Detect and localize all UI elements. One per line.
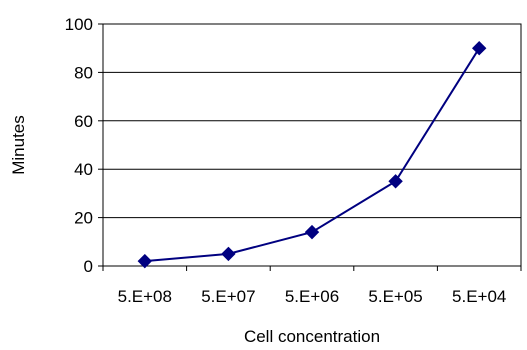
y-tick-label-20: 20 xyxy=(74,209,93,228)
x-tick-label-2: 5.E+06 xyxy=(285,287,339,306)
y-tick-label-60: 60 xyxy=(74,112,93,131)
x-tick-label-0: 5.E+08 xyxy=(118,287,172,306)
y-tick-label-80: 80 xyxy=(74,63,93,82)
x-tick-label-3: 5.E+05 xyxy=(368,287,422,306)
x-tick-label-4: 5.E+04 xyxy=(452,287,506,306)
plot-area-frame xyxy=(102,23,522,267)
data-point-2 xyxy=(304,224,320,240)
y-tick-label-0: 0 xyxy=(84,257,93,276)
x-axis-tick-labels: 5.E+08 5.E+07 5.E+06 5.E+05 5.E+04 xyxy=(118,287,507,306)
series-markers xyxy=(137,40,487,269)
data-point-3 xyxy=(388,174,403,189)
y-axis-title: Minutes xyxy=(9,115,28,175)
x-axis-ticks xyxy=(102,266,522,271)
data-point-4 xyxy=(471,40,487,56)
y-axis-ticks xyxy=(98,23,103,267)
y-tick-label-100: 100 xyxy=(65,15,93,34)
data-point-0 xyxy=(137,253,153,269)
y-axis-tick-labels: 0 20 40 60 80 100 xyxy=(65,15,93,276)
x-axis-title: Cell concentration xyxy=(244,327,380,346)
y-tick-label-40: 40 xyxy=(74,160,93,179)
x-tick-label-1: 5.E+07 xyxy=(201,287,255,306)
data-point-1 xyxy=(221,246,236,262)
grid-lines xyxy=(103,23,521,219)
